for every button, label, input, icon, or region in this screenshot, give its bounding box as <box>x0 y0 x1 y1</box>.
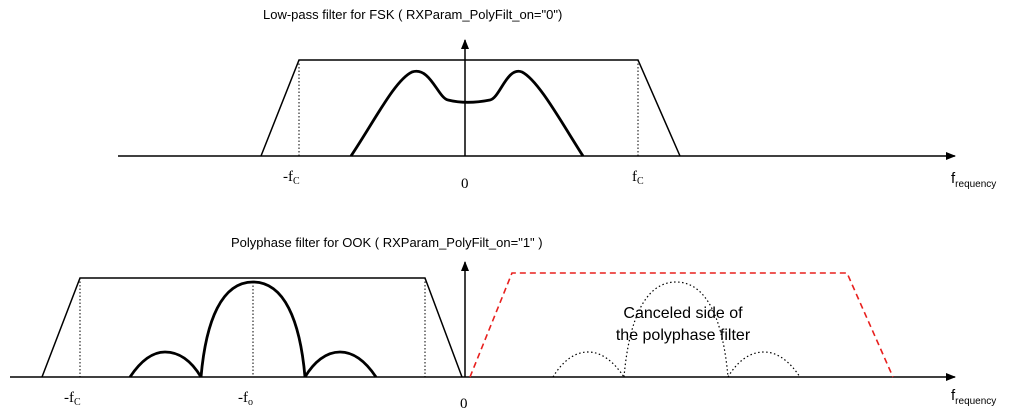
bottom-x-axis-label: frequency <box>951 387 996 407</box>
top-tick-pos-fc: fC <box>632 169 644 187</box>
ook-left-sidelobe <box>128 350 203 378</box>
top-tick-zero: 0 <box>461 176 469 192</box>
canceled-left-sidelobe <box>552 351 625 378</box>
canceled-right-sidelobe <box>727 351 801 378</box>
polyphase-filter-shape <box>41 277 463 378</box>
bottom-tick-neg-fc: -fC <box>64 390 81 408</box>
top-panel: Low-pass filter for FSK ( RXParam_PolyFi… <box>118 7 996 192</box>
top-x-axis-label: frequency <box>951 170 996 190</box>
ook-main-lobe <box>199 280 307 378</box>
top-tick-neg-fc: -fC <box>283 169 300 187</box>
bottom-panel: Polyphase filter for OOK ( RXParam_PolyF… <box>10 235 996 411</box>
canceled-side-annotation-line1: Canceled side of <box>623 305 743 322</box>
canceled-filter-shape <box>469 272 894 378</box>
lowpass-filter-shape <box>260 59 681 157</box>
ook-right-sidelobe <box>303 350 378 378</box>
canceled-side-annotation-line2: the polyphase filter <box>616 327 751 344</box>
bottom-tick-zero: 0 <box>460 396 468 411</box>
bottom-panel-title: Polyphase filter for OOK ( RXParam_PolyF… <box>231 235 543 250</box>
fsk-signal-spectrum <box>349 70 585 157</box>
canceled-main-lobe <box>623 281 729 378</box>
bottom-tick-neg-fo: -fo <box>238 390 253 408</box>
top-panel-title: Low-pass filter for FSK ( RXParam_PolyFi… <box>263 7 562 22</box>
